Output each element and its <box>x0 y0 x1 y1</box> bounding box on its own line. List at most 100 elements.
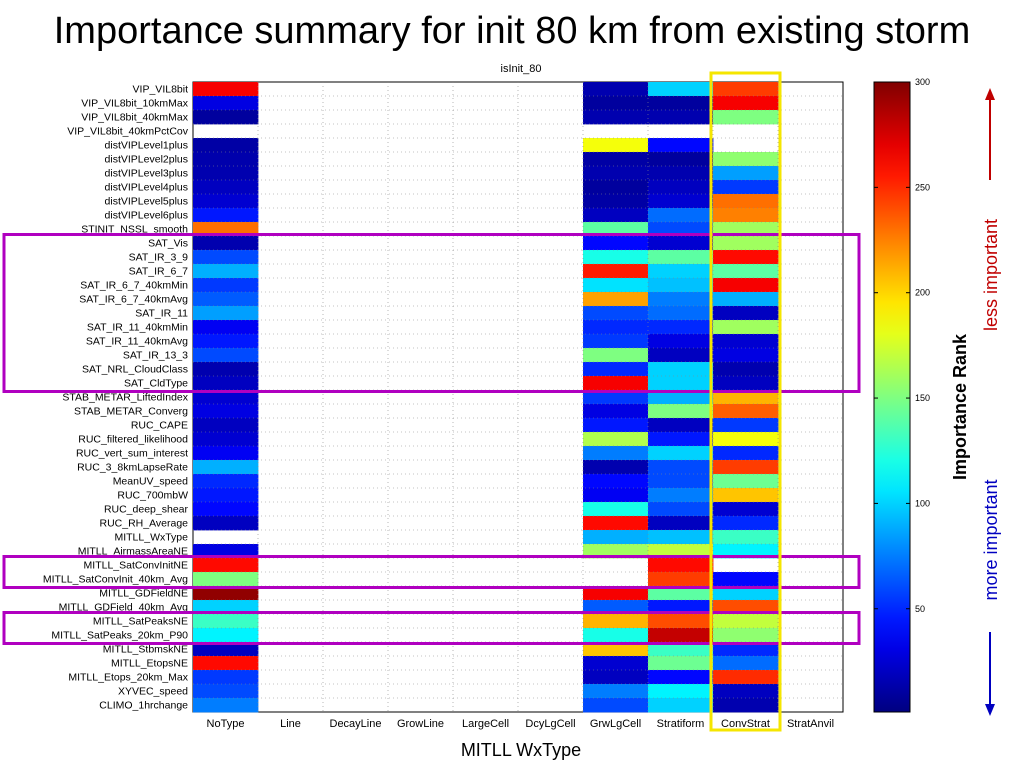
cell-convstrat-sat-nrl-cloudclass <box>713 362 779 377</box>
cell-stratiform-ruc-rh-average <box>648 516 714 531</box>
cell-convstrat-sat-vis <box>713 236 779 251</box>
cell-grwlgcell-mitll-satpeaksne <box>583 614 649 629</box>
row-label-sat-ir-13-3: SAT_IR_13_3 <box>123 350 188 362</box>
cell-convstrat-distviplevel2plus <box>713 152 779 167</box>
cell-notype-sat-vis <box>193 236 259 251</box>
cell-grwlgcell-vip-vil8bit <box>583 82 649 97</box>
row-label-sat-ir-6-7-40kmavg: SAT_IR_6_7_40kmAvg <box>79 294 188 306</box>
less-important-arrow-head <box>985 88 995 100</box>
cell-notype-sat-ir-3-9 <box>193 250 259 265</box>
cell-notype-sat-ir-6-7-40kmavg <box>193 292 259 307</box>
row-label-mitll-satpeaks-20km-p90: MITLL_SatPeaks_20km_P90 <box>51 630 188 642</box>
cell-grwlgcell-stab-metar-liftedindex <box>583 390 649 405</box>
cell-notype-ruc-3-8kmlapserate <box>193 460 259 475</box>
colorbar-label: Importance Rank <box>950 333 970 480</box>
row-label-meanuv-speed: MeanUV_speed <box>113 476 188 488</box>
cell-notype-mitll-gdfieldne <box>193 586 259 601</box>
cell-notype-ruc-vert-sum-interest <box>193 446 259 461</box>
cell-notype-meanuv-speed <box>193 474 259 489</box>
cell-convstrat-mitll-satpeaks-20km-p90 <box>713 628 779 643</box>
cell-convstrat-stab-metar-liftedindex <box>713 390 779 405</box>
row-label-ruc-3-8kmlapserate: RUC_3_8kmLapseRate <box>77 462 188 474</box>
cell-convstrat-sat-ir-6-7 <box>713 264 779 279</box>
column-labels: NoType Line DecayLine GrowLine LargeCell DcyL… <box>207 718 835 730</box>
cell-stratiform-ruc-vert-sum-interest <box>648 446 714 461</box>
row-label-mitll-etops-20km-max: MITLL_Etops_20km_Max <box>68 672 188 684</box>
cell-convstrat-mitll-stbmskne <box>713 642 779 657</box>
cell-grwlgcell-distviplevel6plus <box>583 208 649 223</box>
row-label-sat-ir-6-7-40kmmin: SAT_IR_6_7_40kmMin <box>80 280 188 292</box>
cell-stratiform-distviplevel1plus <box>648 138 714 153</box>
row-label-mitll-satconvinitne: MITLL_SatConvInitNE <box>84 560 188 572</box>
cell-convstrat-ruc-700mbw <box>713 488 779 503</box>
cell-grwlgcell-sat-ir-13-3 <box>583 348 649 363</box>
cell-stratiform-stinit-nssl-smooth <box>648 222 714 237</box>
cell-notype-sat-ir-13-3 <box>193 348 259 363</box>
cell-stratiform-sat-ir-13-3 <box>648 348 714 363</box>
cell-convstrat-sat-ir-11-40kmmin <box>713 320 779 335</box>
cell-notype-mitll-satpeaks-20km-p90 <box>193 628 259 643</box>
row-label-vip-vil8bit-40kmmax: VIP_VIL8bit_40kmMax <box>81 112 189 124</box>
row-label-stinit-nssl-smooth: STINIT_NSSL_smooth <box>81 224 188 236</box>
cell-stratiform-vip-vil8bit <box>648 82 714 97</box>
cell-stratiform-sat-nrl-cloudclass <box>648 362 714 377</box>
cell-convstrat-sat-cldtype <box>713 376 779 391</box>
colorbar-scale <box>873 81 911 713</box>
highlight-column-convstrat <box>709 71 782 732</box>
cell-notype-ruc-cape <box>193 418 259 433</box>
cell-grwlgcell-mitll-stbmskne <box>583 642 649 657</box>
cell-grwlgcell-climo-1hrchange <box>583 698 649 713</box>
cell-stratiform-mitll-etopsne <box>648 656 714 671</box>
cell-stratiform-sat-ir-6-7-40kmavg <box>648 292 714 307</box>
slide-title: Importance summary for init 80 km from e… <box>53 10 971 52</box>
cell-stratiform-climo-1hrchange <box>648 698 714 713</box>
column-label-stratiform: Stratiform <box>657 718 705 730</box>
row-label-mitll-satpeaksne: MITLL_SatPeaksNE <box>93 616 188 628</box>
column-label-growline: GrowLine <box>397 718 444 730</box>
cell-convstrat-climo-1hrchange <box>713 698 779 713</box>
cell-stratiform-vip-vil8bit-10kmmax <box>648 96 714 111</box>
cell-convstrat-sat-ir-6-7-40kmavg <box>713 292 779 307</box>
cell-grwlgcell-sat-ir-11-40kmmin <box>583 320 649 335</box>
cell-stratiform-distviplevel3plus <box>648 166 714 181</box>
row-label-sat-nrl-cloudclass: SAT_NRL_CloudClass <box>82 364 188 376</box>
cell-stratiform-sat-ir-6-7 <box>648 264 714 279</box>
cell-notype-sat-ir-11-40kmavg <box>193 334 259 349</box>
colorbar-tick-label: 250 <box>915 182 930 192</box>
cell-convstrat-xyvec-speed <box>713 684 779 699</box>
row-label-sat-cldtype: SAT_CldType <box>124 378 188 390</box>
row-label-ruc-rh-average: RUC_RH_Average <box>99 518 188 530</box>
highlight-box-sat-vis <box>2 233 861 393</box>
row-label-distviplevel6plus: distVIPLevel6plus <box>105 210 188 222</box>
cell-grwlgcell-stinit-nssl-smooth <box>583 222 649 237</box>
colorbar-tick-label: 50 <box>915 604 925 614</box>
row-label-xyvec-speed: XYVEC_speed <box>118 686 188 698</box>
cell-convstrat-ruc-vert-sum-interest <box>713 446 779 461</box>
cell-notype-mitll-etops-20km-max <box>193 670 259 685</box>
row-label-sat-ir-3-9: SAT_IR_3_9 <box>129 252 188 264</box>
cell-convstrat-ruc-3-8kmlapserate <box>713 460 779 475</box>
cell-convstrat-mitll-etopsne <box>713 656 779 671</box>
row-label-distviplevel1plus: distVIPLevel1plus <box>105 140 188 152</box>
cell-notype-climo-1hrchange <box>193 698 259 713</box>
cell-notype-sat-ir-11-40kmmin <box>193 320 259 335</box>
row-label-climo-1hrchange: CLIMO_1hrchange <box>99 700 188 712</box>
cell-notype-mitll-stbmskne <box>193 642 259 657</box>
row-labels: VIP_VIL8bit VIP_VIL8bit_10kmMax VIP_VIL8bi… <box>43 84 189 712</box>
cell-convstrat-sat-ir-6-7-40kmmin <box>713 278 779 293</box>
cell-stratiform-mitll-airmassareane <box>648 544 714 559</box>
cell-convstrat-ruc-cape <box>713 418 779 433</box>
x-axis-label: MITLL WxType <box>461 740 581 760</box>
cell-grwlgcell-sat-cldtype <box>583 376 649 391</box>
cell-stratiform-sat-ir-11-40kmavg <box>648 334 714 349</box>
cell-grwlgcell-sat-ir-6-7 <box>583 264 649 279</box>
cell-convstrat-vip-vil8bit-10kmmax <box>713 96 779 111</box>
cell-convstrat-mitll-wxtype <box>713 530 779 545</box>
cell-grwlgcell-vip-vil8bit-10kmmax <box>583 96 649 111</box>
cell-grwlgcell-mitll-etops-20km-max <box>583 670 649 685</box>
row-label-vip-vil8bit-40kmpctcov: VIP_VIL8bit_40kmPctCov <box>67 126 189 138</box>
row-label-sat-ir-11-40kmavg: SAT_IR_11_40kmAvg <box>86 336 188 348</box>
more-important-label: more important <box>981 479 1001 600</box>
cell-notype-stab-metar-liftedindex <box>193 390 259 405</box>
cell-grwlgcell-mitll-satpeaks-20km-p90 <box>583 628 649 643</box>
